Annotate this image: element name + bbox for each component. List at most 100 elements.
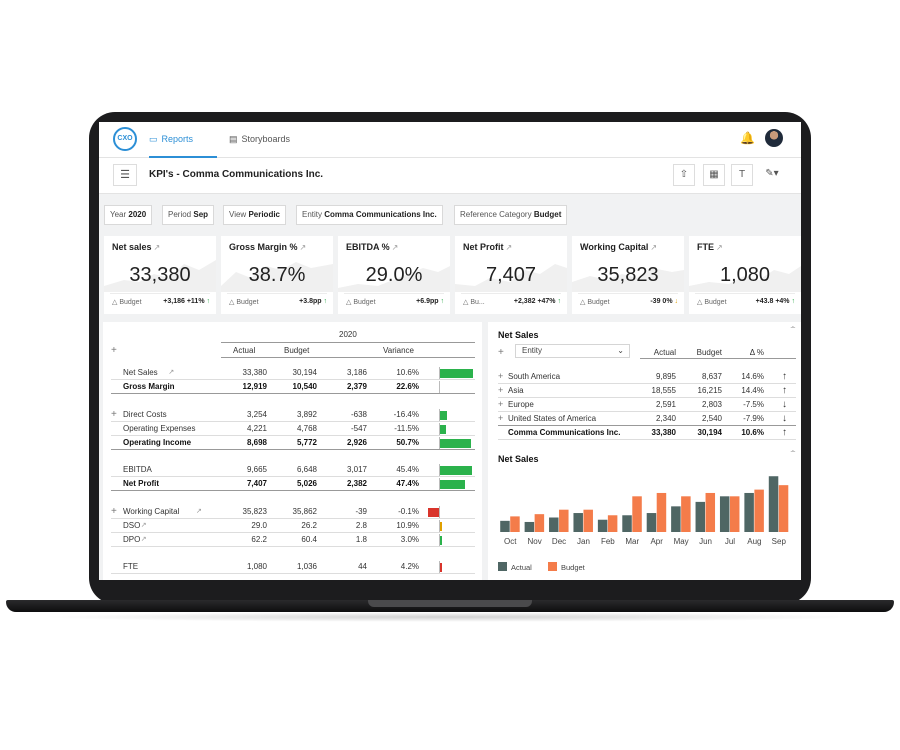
- net-sales-chart: Oct Nov Dec Jan Feb Mar Apr May Jun Jul Aug Sep Actu…: [498, 476, 789, 572]
- menu-icon[interactable]: ☰: [113, 164, 137, 186]
- pl-actual: 12,919: [242, 382, 267, 391]
- kpi-sparkline-area: [338, 266, 450, 292]
- bar-budget[interactable]: [559, 509, 569, 532]
- link-icon[interactable]: ↗: [299, 243, 307, 252]
- link-icon[interactable]: ↗: [140, 522, 147, 529]
- pl-row-label[interactable]: Working Capital: [123, 507, 180, 516]
- kpi-card[interactable]: Working Capital ↗ 35,823 △ Budget -39 0% ↓: [572, 236, 684, 314]
- bar-actual[interactable]: [500, 520, 510, 532]
- bar-actual[interactable]: [744, 492, 754, 532]
- bar-actual[interactable]: [671, 506, 681, 532]
- kpi-deltas: +6.9pp ↑: [416, 298, 444, 305]
- bar-actual[interactable]: [549, 517, 559, 533]
- bar-budget[interactable]: [681, 496, 691, 532]
- bar-actual[interactable]: [646, 513, 657, 532]
- region-table-title: Net Sales: [498, 330, 539, 340]
- arrow-up-icon: ↑: [782, 371, 787, 382]
- bar-budget[interactable]: [607, 515, 618, 532]
- tab-storyboards[interactable]: ▤ Storyboards: [229, 122, 319, 158]
- link-icon[interactable]: ↗: [650, 243, 658, 252]
- bar-budget[interactable]: [510, 516, 520, 532]
- kpi-delta: +43.8: [755, 298, 774, 305]
- pl-row-label[interactable]: Direct Costs: [123, 410, 167, 419]
- tab-reports[interactable]: ▭ Reports: [149, 122, 217, 158]
- expand-icon[interactable]: +: [111, 409, 117, 420]
- expand-icon[interactable]: +: [498, 399, 504, 409]
- filter-view[interactable]: View Periodic: [223, 205, 287, 225]
- bar-budget[interactable]: [778, 485, 789, 532]
- bar-actual[interactable]: [719, 496, 730, 532]
- bar-budget[interactable]: [534, 514, 545, 532]
- text-format-icon[interactable]: T: [731, 164, 753, 186]
- link-icon[interactable]: ↗: [391, 243, 399, 252]
- expand-all-icon[interactable]: +: [111, 345, 117, 356]
- expand-all-icon[interactable]: +: [498, 347, 504, 358]
- filter-period[interactable]: Period Sep: [162, 205, 215, 225]
- kpi-deltas: +3,186 +11% ↑: [163, 298, 210, 305]
- arrow-down-icon: ↓: [782, 399, 787, 410]
- filter-entity[interactable]: Entity Comma Communications Inc.: [296, 205, 443, 225]
- filter-period-key: Period: [168, 210, 192, 219]
- link-icon[interactable]: ↗: [140, 536, 147, 543]
- divider: [111, 379, 475, 380]
- pl-actual: 4,221: [246, 424, 267, 433]
- variance-axis: [439, 367, 440, 379]
- bar-actual[interactable]: [597, 519, 608, 532]
- kpi-title-text: Net sales: [112, 242, 152, 252]
- filter-view-key: View: [229, 210, 247, 219]
- link-icon[interactable]: ↗: [168, 369, 175, 376]
- expand-icon[interactable]: +: [498, 371, 504, 381]
- expand-icon[interactable]: +: [498, 413, 504, 423]
- variance-axis: [439, 561, 440, 573]
- link-icon[interactable]: ↗: [153, 243, 161, 252]
- bell-icon[interactable]: 🔔: [740, 131, 755, 145]
- entity-dropdown[interactable]: Entity ⌄: [515, 344, 630, 358]
- link-icon[interactable]: ↗: [196, 508, 202, 515]
- avatar[interactable]: [765, 129, 783, 147]
- kpi-card[interactable]: FTE ↗ 1,080 △ Budget +43.8 +4% ↑: [689, 236, 801, 314]
- paint-dropdown-icon[interactable]: ✎▾: [759, 164, 785, 186]
- bar-actual[interactable]: [768, 476, 779, 532]
- pl-variance-pct: 47.4%: [396, 479, 419, 488]
- kpi-card[interactable]: Net Profit ↗ 7,407 △ Bu... +2,382 +47% ↑: [455, 236, 567, 314]
- region-label[interactable]: South America: [508, 372, 561, 381]
- pl-budget: 35,862: [292, 507, 317, 516]
- expand-icon[interactable]: +: [498, 385, 504, 395]
- region-label[interactable]: United States of America: [508, 414, 597, 423]
- filter-period-value: Sep: [193, 210, 209, 219]
- variance-axis: [439, 464, 440, 476]
- bar-actual[interactable]: [524, 521, 535, 532]
- link-icon[interactable]: ↗: [716, 243, 723, 252]
- kpi-sparkline: [221, 262, 333, 292]
- expand-icon[interactable]: +: [111, 506, 117, 517]
- share-icon[interactable]: ⇧: [673, 164, 695, 186]
- filter-reference-category[interactable]: Reference Category Budget: [454, 205, 568, 225]
- bar-budget[interactable]: [705, 492, 716, 532]
- kpi-card[interactable]: Gross Margin % ↗ 38.7% △ Budget +3.8pp ↑: [221, 236, 333, 314]
- region-label[interactable]: Asia: [508, 386, 524, 395]
- variance-axis: [439, 478, 440, 490]
- bar-budget[interactable]: [729, 496, 740, 532]
- region-label[interactable]: Europe: [508, 400, 534, 409]
- kpi-card[interactable]: EBITDA % ↗ 29.0% △ Budget +6.9pp ↑: [338, 236, 450, 314]
- kpi-title: Working Capital ↗: [580, 242, 657, 252]
- bar-budget[interactable]: [656, 492, 667, 532]
- add-chart-icon[interactable]: ▦: [703, 164, 725, 186]
- bar-actual[interactable]: [622, 515, 632, 532]
- divider: [498, 425, 796, 426]
- bar-actual[interactable]: [695, 501, 706, 532]
- kpi-card[interactable]: Net sales ↗ 33,380 △ Budget +3,186 +11% ↑: [104, 236, 216, 314]
- cxo-logo[interactable]: CXO: [113, 127, 137, 151]
- app-screen: CXO ▭ Reports ▤ Storyboards 🔔 ☰ KPI's - Co…: [99, 122, 801, 580]
- bar-budget[interactable]: [583, 509, 593, 532]
- bar-actual[interactable]: [573, 513, 583, 532]
- kpi-delta: +3.8pp: [299, 298, 322, 305]
- kpi-title: Gross Margin % ↗: [229, 242, 306, 252]
- bar-budget[interactable]: [632, 496, 642, 532]
- chart-title: Net Sales: [498, 454, 539, 464]
- link-icon[interactable]: ↗: [505, 243, 513, 252]
- pl-variance: 2,926: [346, 438, 367, 447]
- bar-budget[interactable]: [754, 489, 764, 532]
- variance-bar: [440, 369, 473, 378]
- filter-year[interactable]: Year 2020: [104, 205, 153, 225]
